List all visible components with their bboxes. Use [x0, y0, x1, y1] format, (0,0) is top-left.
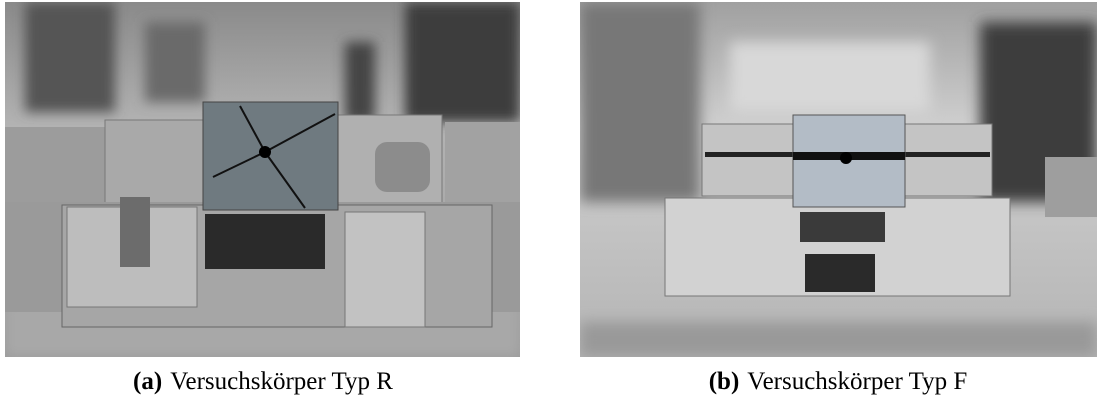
caption-label: (b) [709, 368, 740, 395]
caption-a: (a) Versuchskörper Typ R [0, 368, 543, 396]
caption-text: Versuchskörper Typ F [747, 368, 967, 395]
caption-label: (a) [133, 368, 162, 395]
photo-type-f [580, 2, 1097, 357]
figure-page: (a) Versuchskörper Typ R (b) Versuchskörpe… [0, 0, 1102, 407]
photo-type-r [5, 2, 520, 357]
caption-b: (b) Versuchskörper Typ F [558, 368, 1102, 396]
caption-text: Versuchskörper Typ R [170, 368, 393, 395]
